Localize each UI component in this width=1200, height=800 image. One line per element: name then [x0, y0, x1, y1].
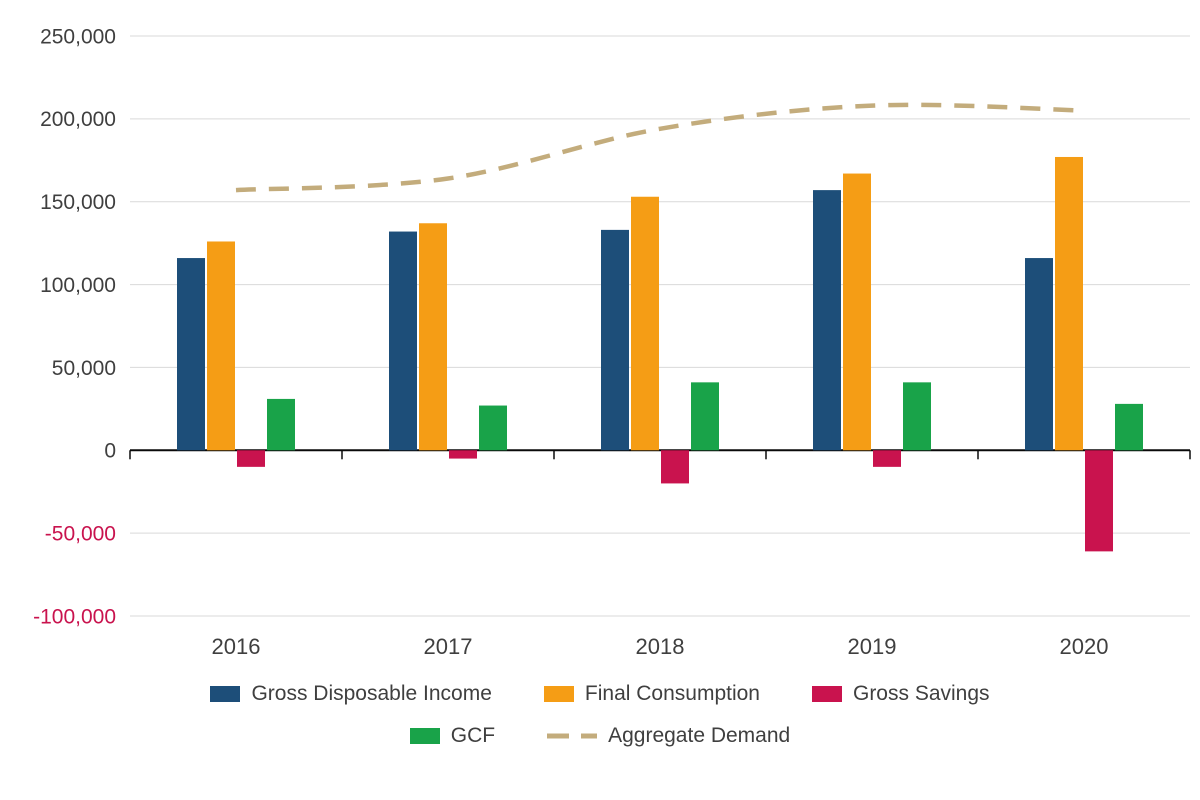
legend-label-gross-disposable-income: Gross Disposable Income — [251, 682, 492, 705]
bar-final-consumption-2018 — [631, 196, 659, 451]
legend-label-gcf: GCF — [450, 724, 496, 747]
bar-gross-disposable-income-2019 — [813, 190, 841, 451]
bar-gcf-2017 — [479, 405, 507, 451]
y-tick-label-150000: 150,000 — [40, 191, 116, 214]
bar-gcf-2019 — [903, 382, 931, 451]
legend-item-gross-savings: Gross Savings — [811, 682, 990, 706]
x-category-label-2016: 2016 — [212, 634, 261, 659]
line-aggregate-demand — [235, 102, 1085, 193]
legend-item-gross-disposable-income: Gross Disposable Income — [210, 682, 492, 706]
legend-swatch-gross-disposable-income — [210, 686, 241, 702]
bar-gross-disposable-income-2020 — [1025, 258, 1053, 451]
bar-gross-disposable-income-2018 — [601, 229, 629, 451]
x-category-label-2018: 2018 — [636, 634, 685, 659]
bar-final-consumption-2019 — [843, 173, 871, 451]
bar-final-consumption-2017 — [419, 223, 447, 451]
bar-final-consumption-2020 — [1055, 156, 1083, 451]
legend-label-gross-savings: Gross Savings — [852, 682, 990, 705]
chart-legend: Gross Disposable Income Final Consumptio… — [0, 682, 1200, 748]
bar-gcf-2020 — [1115, 403, 1143, 451]
legend-swatch-aggregate-demand-dash-icon — [547, 733, 598, 739]
legend-swatch-gcf — [409, 728, 440, 744]
legend-swatch-final-consumption — [543, 686, 574, 702]
x-category-label-2019: 2019 — [848, 634, 897, 659]
bar-gross-savings-2019 — [873, 450, 901, 467]
bar-gross-savings-2017 — [449, 450, 477, 459]
bar-gross-savings-2016 — [237, 450, 265, 467]
bar-gcf-2018 — [691, 382, 719, 451]
y-tick-label-0: 0 — [104, 440, 116, 463]
bar-gross-savings-2018 — [661, 450, 689, 484]
chart-canvas: -100,000 -50,000 0 50,000 100,000 150,000 200,… — [33, 25, 1191, 659]
legend-swatch-gross-savings — [811, 686, 842, 702]
legend-row-2: GCF Aggregate Demand — [409, 724, 790, 748]
legend-label-final-consumption: Final Consumption — [584, 682, 760, 705]
legend-label-aggregate-demand: Aggregate Demand — [608, 724, 791, 747]
x-category-label-2020: 2020 — [1060, 634, 1109, 659]
legend-item-aggregate-demand: Aggregate Demand — [547, 724, 790, 748]
y-tick-label-200000: 200,000 — [40, 108, 116, 131]
legend-item-final-consumption: Final Consumption — [543, 682, 760, 706]
chart-area: -100,000 -50,000 0 50,000 100,000 150,000 200,… — [33, 25, 1191, 659]
y-tick-label-250000: 250,000 — [40, 25, 116, 48]
bar-gross-disposable-income-2017 — [389, 231, 417, 451]
bar-gross-disposable-income-2016 — [177, 258, 205, 451]
bar-final-consumption-2016 — [207, 241, 235, 451]
legend-row-1: Gross Disposable Income Final Consumptio… — [210, 682, 990, 706]
bar-gross-savings-2020 — [1085, 450, 1113, 552]
y-tick-label--50000: -50,000 — [45, 522, 116, 545]
y-tick-label-50000: 50,000 — [52, 357, 116, 380]
legend-item-gcf: GCF — [409, 724, 496, 748]
x-category-label-2017: 2017 — [424, 634, 473, 659]
y-tick-label-100000: 100,000 — [40, 274, 116, 297]
bar-gcf-2016 — [267, 398, 295, 451]
y-tick-label--100000: -100,000 — [33, 605, 116, 628]
